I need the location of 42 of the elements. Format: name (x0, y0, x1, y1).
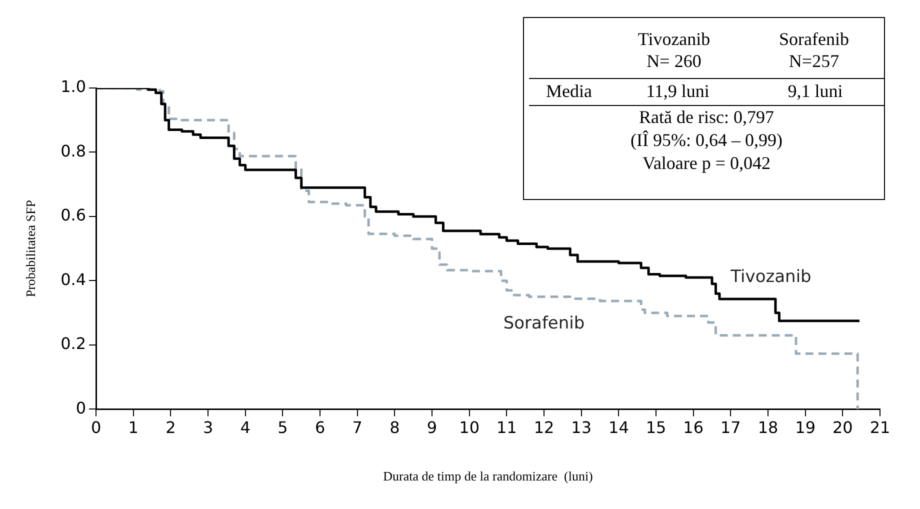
x-tick-label: 11 (496, 418, 517, 437)
annotation: Rată de risc: 0,797 (638, 106, 775, 129)
annotation: 9,1 luni (786, 80, 844, 103)
x-tick-label: 17 (720, 418, 741, 437)
y-tick-label: 0.4 (60, 270, 86, 289)
annotation: 11,9 luni (645, 80, 710, 103)
x-tick-label: 10 (459, 418, 480, 437)
x-tick-label: 21 (870, 418, 890, 437)
annotation: (IÎ 95%: 0,64 – 0,99) (630, 129, 784, 152)
series-label: Sorafenib (503, 314, 585, 334)
x-tick-label: 1 (128, 418, 138, 437)
x-tick-label: 16 (683, 418, 704, 437)
x-tick-label: 8 (390, 418, 400, 437)
x-tick-label: 12 (534, 418, 554, 437)
annotation: Valoare p = 0,042 (641, 152, 772, 175)
y-tick-label: 0.8 (60, 141, 86, 160)
text: N=257 (788, 51, 840, 71)
x-tick-label: 19 (795, 418, 816, 437)
x-tick-label: 15 (646, 418, 666, 437)
x-tick-label: 9 (426, 418, 438, 437)
x-tick-label: 0 (90, 418, 102, 437)
y-tick-label: 1.0 (60, 77, 86, 96)
x-tick-label: 20 (832, 418, 853, 437)
text: Tivozanib (638, 29, 710, 49)
y-tick-label: 0 (76, 398, 86, 418)
x-tick-label: 13 (571, 418, 592, 437)
annotation: Media (545, 80, 593, 103)
text: Sorafenib (779, 29, 849, 49)
y-axis-title: Probabilitatea SFP (23, 200, 38, 298)
x-tick-label: 7 (352, 418, 362, 437)
x-tick-label: 18 (758, 418, 778, 437)
y-tick-label: 0.2 (60, 334, 86, 354)
series-label: Tivozanib (730, 266, 812, 287)
y-tick-label: 0.6 (60, 206, 86, 225)
x-tick-label: 2 (166, 418, 176, 437)
x-tick-label: 14 (608, 418, 629, 437)
x-axis-title: Durata de timp de la randomizare (luni) (383, 468, 593, 484)
x-tick-label: 4 (240, 418, 250, 437)
x-tick-label: 5 (278, 418, 288, 437)
text: N= 260 (646, 51, 702, 71)
x-tick-label: 3 (202, 418, 214, 437)
x-tick-label: 6 (314, 418, 326, 437)
